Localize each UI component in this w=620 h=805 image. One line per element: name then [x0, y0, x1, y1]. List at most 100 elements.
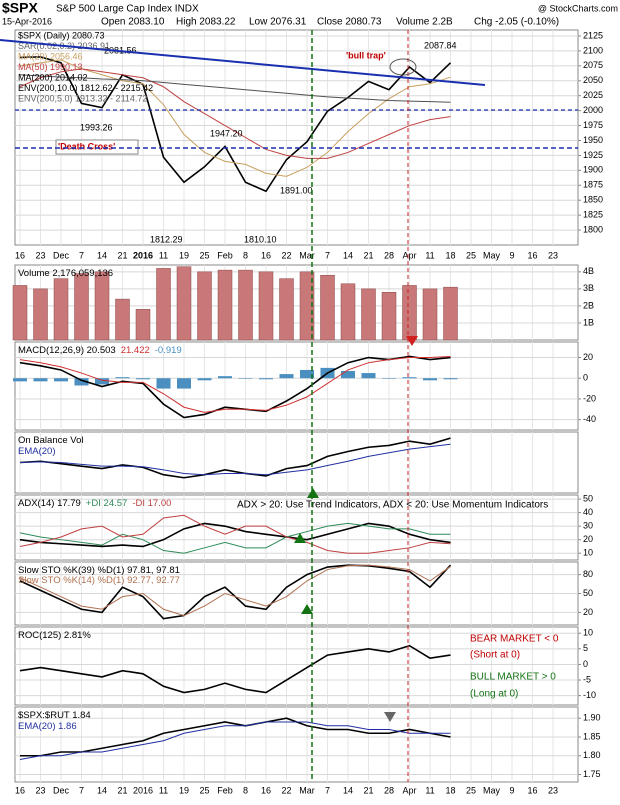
x-tick-label: 28	[384, 250, 394, 260]
x-tick-label: 11	[159, 250, 168, 260]
x-tick-label: 23	[548, 250, 558, 260]
arrow	[406, 336, 418, 346]
x-tick-label: 23	[35, 250, 45, 260]
annotation: 1891.00	[280, 185, 313, 195]
panel-frame	[14, 341, 579, 431]
highlight	[389, 58, 417, 76]
y-tick-label: -5	[583, 674, 591, 684]
y-tick-label: 2100	[583, 45, 603, 55]
y-tick-label: -20	[583, 393, 596, 403]
annotation: (Long at 0)	[470, 689, 518, 700]
series-line	[19, 721, 451, 760]
x-tick-label: 16	[261, 785, 271, 795]
x-tick-label: 16	[261, 250, 271, 260]
x-tick-label: 25	[466, 250, 476, 260]
series-line	[19, 355, 451, 419]
series-line	[20, 717, 451, 757]
y-tick-label: 20	[583, 607, 593, 617]
bar	[115, 377, 130, 379]
bar	[279, 374, 294, 379]
legend-entry: MA(50) 1990.13	[18, 62, 83, 72]
bar	[258, 271, 274, 341]
y-tick-label: 5	[583, 643, 588, 653]
x-tick-label: 19	[179, 785, 189, 795]
x-tick-label: 22	[281, 250, 291, 260]
x-tick-label: 16	[527, 250, 537, 260]
panel-legend: ADX(14) 17.79 +DI 24.57 -DI 17.00	[18, 498, 171, 509]
series-line	[19, 644, 451, 694]
x-tick-label: 7	[325, 785, 330, 795]
bar	[300, 369, 314, 379]
legend-entry: -0.919	[155, 345, 182, 356]
bar	[443, 286, 458, 341]
legend-entry: $SPX:$RUT 1.84	[18, 710, 91, 721]
annotation: BULL MARKET > 0	[470, 672, 556, 683]
legend-entry: MA(200) 2014.02	[18, 72, 88, 82]
bar	[33, 288, 48, 341]
legend-entry: On Balance Vol	[18, 435, 84, 446]
x-tick-label: 21	[117, 250, 127, 260]
panel-legend: On Balance Vol EMA(20)	[18, 435, 84, 457]
y-tick-label: 50	[583, 588, 593, 598]
y-tick-label: -10	[583, 690, 596, 700]
bar	[443, 378, 458, 380]
panel-frame	[14, 626, 579, 706]
annotation: (Short at 0)	[470, 650, 520, 661]
legend-entry: MA(20) 2056.46	[18, 51, 83, 61]
source: @ StockCharts.com	[538, 3, 618, 13]
x-tick-label: 16	[15, 785, 25, 795]
x-tick-label: 8	[243, 785, 248, 795]
x-tick-label: 7	[325, 250, 330, 260]
bar	[218, 376, 232, 379]
y-tick-label: 40	[583, 507, 593, 517]
bar	[279, 278, 294, 341]
legend-entry: -DI 17.00	[132, 498, 171, 509]
decorations	[0, 30, 578, 782]
x-tick-label: 16	[527, 785, 537, 795]
high: High 2083.22	[176, 17, 236, 28]
bar	[217, 269, 233, 341]
panel-frame	[14, 29, 579, 246]
y-tick-label: 20	[583, 534, 593, 544]
legend-entry: EMA(20)	[18, 446, 55, 457]
panel-legend: Slow STO %K(39) %D(1) 97.81, 97.81 Slow S…	[18, 565, 180, 586]
bar	[74, 273, 89, 341]
legend-entry: ENV(200,10.0) 1812.62 - 2215.42	[18, 83, 153, 93]
bar	[340, 283, 356, 341]
arrow	[307, 488, 319, 498]
arrow	[294, 533, 306, 543]
annotation: 1812.29	[150, 234, 183, 244]
annotation: 1993.26	[80, 122, 113, 132]
x-tick-label: 14	[343, 250, 353, 260]
x-tick-label: 25	[199, 250, 209, 260]
bar	[238, 378, 253, 379]
bar	[259, 378, 273, 380]
y-tick-label: 10	[583, 548, 593, 558]
legend-entry: $SPX (Daily) 2080.73	[18, 30, 105, 40]
y-tick-label: -40	[583, 414, 596, 424]
x-tick-label: May	[483, 250, 501, 260]
x-tick-label: Mar	[299, 785, 315, 795]
y-tick-label: 2000	[583, 105, 603, 115]
y-tick-label: 3B	[583, 283, 594, 293]
panel-legend: ROC(125) 2.81%	[18, 630, 91, 641]
x-tick-label: Mar	[299, 250, 315, 260]
y-tick-label: 1B	[583, 317, 594, 327]
x-tick-label: 11	[425, 785, 434, 795]
series-line	[19, 59, 451, 177]
legend-entry: MACD(12,26,9) 20.503	[18, 345, 116, 356]
x-tick-label: 14	[97, 785, 107, 795]
series-line	[19, 522, 451, 554]
x-tick-label: 22	[281, 785, 291, 795]
y-tick-label: 0	[583, 373, 588, 383]
bar	[197, 271, 212, 341]
bar	[381, 292, 397, 341]
panel-legend: Volume 2,176,059,136	[18, 268, 113, 279]
y-tick-label: 0	[583, 659, 588, 669]
legend-entry: EMA(20) 1.86	[18, 721, 77, 732]
y-tick-label: 1.85	[583, 731, 601, 741]
bar	[156, 268, 171, 341]
y-tick-label: 1.75	[583, 769, 601, 779]
x-tick-label: 7	[79, 785, 84, 795]
